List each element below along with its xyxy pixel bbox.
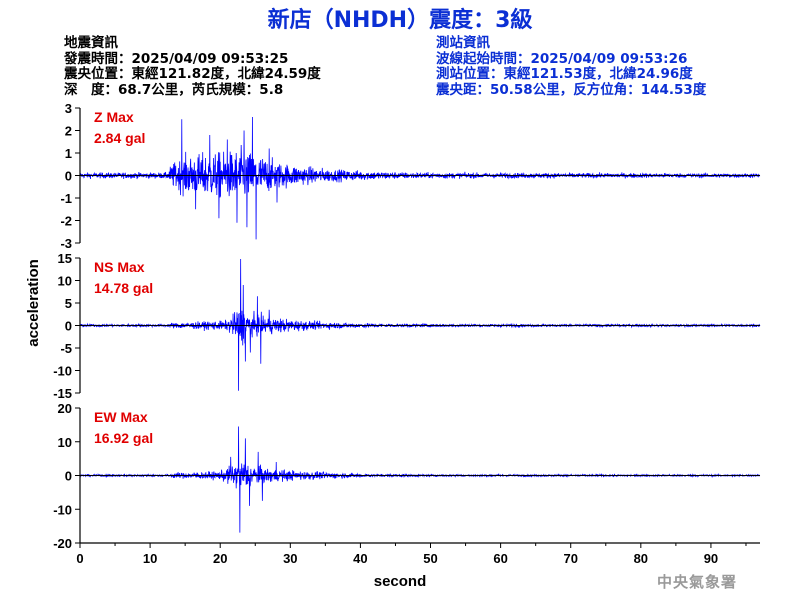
chart-title: 新店（NHDH）震度：3級 bbox=[267, 8, 533, 33]
max-label-ew: EW Max bbox=[94, 409, 148, 425]
y-tick-label-z: 1 bbox=[65, 146, 72, 161]
x-tick-label: 20 bbox=[213, 551, 227, 566]
y-tick-label-ew: 10 bbox=[58, 435, 72, 450]
y-axis-label: acceleration bbox=[25, 259, 42, 347]
y-tick-label-ns: 15 bbox=[58, 251, 72, 266]
station-info-heading: 測站資訊 bbox=[436, 35, 490, 51]
y-tick-label-ns: 0 bbox=[65, 319, 72, 334]
waveform-ns bbox=[79, 258, 761, 391]
max-value-z: 2.84 gal bbox=[94, 130, 145, 146]
y-tick-label-ew: 20 bbox=[58, 401, 72, 416]
y-tick-label-ns: 10 bbox=[58, 274, 72, 289]
max-label-ns: NS Max bbox=[94, 259, 145, 275]
y-tick-label-z: -2 bbox=[60, 214, 72, 229]
x-tick-label: 40 bbox=[353, 551, 367, 566]
x-tick-label: 90 bbox=[704, 551, 718, 566]
earthquake-info: 地震資訊 發震時間：2025/04/09 09:53:25 震央位置：東經121… bbox=[64, 35, 321, 98]
earthquake-info-heading: 地震資訊 bbox=[64, 35, 118, 51]
station-location: 測站位置：東經121.53度，北緯24.96度 bbox=[436, 66, 693, 82]
x-tick-label: 10 bbox=[143, 551, 157, 566]
x-tick-label: 30 bbox=[283, 551, 297, 566]
waveform-z bbox=[79, 116, 761, 240]
y-tick-label-ew: -10 bbox=[53, 502, 72, 517]
agency-name: 中央氣象署 bbox=[657, 573, 738, 591]
y-tick-label-ns: -15 bbox=[53, 386, 72, 401]
max-label-z: Z Max bbox=[94, 109, 134, 125]
max-value-ew: 16.92 gal bbox=[94, 430, 153, 446]
x-tick-label: 60 bbox=[493, 551, 507, 566]
y-tick-label-z: 3 bbox=[65, 101, 72, 116]
max-value-ns: 14.78 gal bbox=[94, 280, 153, 296]
y-tick-label-ns: -5 bbox=[60, 341, 72, 356]
y-tick-label-ns: -10 bbox=[53, 364, 72, 379]
station-info: 測站資訊 波線起始時間：2025/04/09 09:53:26 測站位置：東經1… bbox=[436, 35, 707, 98]
y-tick-label-z: 0 bbox=[65, 169, 72, 184]
x-tick-label: 50 bbox=[423, 551, 437, 566]
x-tick-label: 70 bbox=[563, 551, 577, 566]
x-tick-label: 0 bbox=[76, 551, 83, 566]
y-tick-label-z: -3 bbox=[60, 236, 72, 251]
epicenter-location: 震央位置：東經121.82度，北緯24.59度 bbox=[64, 66, 321, 82]
x-tick-label: 80 bbox=[634, 551, 648, 566]
epicentral-distance: 震央距：50.58公里，反方位角：144.53度 bbox=[436, 81, 707, 98]
y-tick-label-ew: -20 bbox=[53, 536, 72, 551]
y-tick-label-z: -1 bbox=[60, 191, 72, 206]
waveform-ew bbox=[79, 426, 761, 533]
wave-start-time: 波線起始時間：2025/04/09 09:53:26 bbox=[436, 50, 688, 67]
y-tick-label-ew: 0 bbox=[65, 469, 72, 484]
depth-magnitude: 深 度：68.7公里，芮氏規模：5.8 bbox=[64, 81, 284, 98]
origin-time: 發震時間：2025/04/09 09:53:25 bbox=[64, 50, 289, 67]
x-axis-label: second bbox=[374, 573, 427, 590]
y-tick-label-z: 2 bbox=[65, 124, 72, 139]
y-tick-label-ns: 5 bbox=[65, 296, 72, 311]
